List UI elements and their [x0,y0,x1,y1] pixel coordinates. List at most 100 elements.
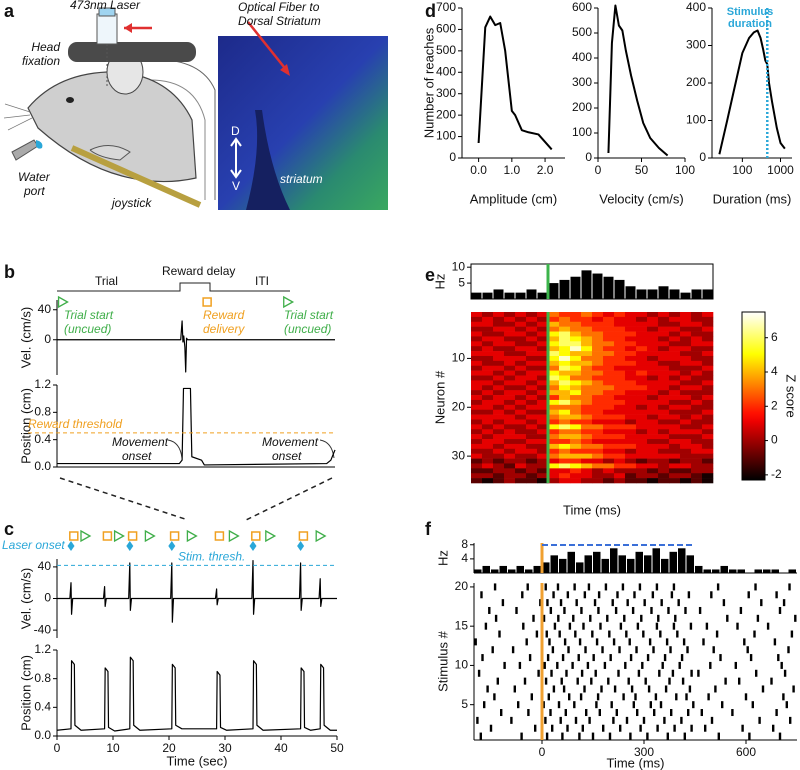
heat-cell [548,341,560,347]
spike [489,724,493,732]
heat-cell [669,326,681,332]
heat-cell [647,424,659,430]
heat-cell [680,351,692,357]
spike [560,677,563,685]
heat-cell [614,448,626,454]
heat-cell [537,448,549,454]
y-tick-label: 0 [44,591,51,605]
heat-cell [504,409,516,415]
heat-cell [603,443,615,450]
heat-cell [559,360,571,367]
spike [542,701,545,709]
heat-cell [526,375,538,381]
heat-cell [537,385,549,391]
spike [534,724,537,732]
heat-cell [669,409,681,415]
bar [661,558,669,573]
spike [578,732,581,740]
laser-label: 473nm Laser [70,0,141,12]
heat-cell [614,316,626,323]
spike [667,606,670,614]
heat-cell [636,321,648,327]
heat-cell [581,390,593,396]
spike [568,622,572,630]
heat-cell [471,439,483,445]
heat-cell [471,341,483,347]
heat-cell [603,390,615,396]
spike [659,701,663,709]
heat-cell [493,326,505,332]
spike [721,701,724,709]
spike [647,685,651,693]
spike [637,669,641,677]
period-brackets [57,282,290,292]
spike [672,583,676,591]
heat-cell [625,331,637,337]
heat-cell [603,478,615,484]
heat-cell [570,473,582,479]
heat-cell [526,346,538,352]
colorbar-label: Z score [784,374,799,417]
heat-cell [636,390,648,396]
heat-cell [570,380,582,386]
spike [689,622,693,630]
heat-cell [658,453,670,459]
heat-cell [702,404,714,411]
heat-cell [515,341,527,347]
heat-cell [515,312,527,318]
movement-onset-label: Movement [112,435,169,449]
heat-cell [669,365,681,371]
heat-cell [581,448,593,454]
heat-cell [658,429,670,435]
heat-cell [581,355,593,362]
heat-cell [581,458,593,464]
y-tick-label: 700 [436,0,456,14]
y-tick-label: 1.2 [34,377,51,391]
heat-cell [669,399,681,406]
heat-cell [559,375,571,381]
heat-cell [603,316,615,323]
spike [644,677,647,685]
heat-cell [515,453,527,459]
heat-cell [658,478,670,484]
heat-cell [680,316,692,323]
heat-cell [548,312,560,318]
heat-cell [526,424,538,430]
heat-cell [614,385,626,391]
y-tick-label: 0 [585,150,592,164]
spike [676,630,679,638]
spike [681,677,685,685]
trace [57,320,335,373]
heat-cell [471,424,483,430]
heat-cell [647,385,659,391]
heat-cell [471,409,483,415]
heat-cell [669,351,681,357]
heat-cell [559,429,571,435]
spike [585,709,588,717]
spike [532,614,535,622]
spike [760,599,763,607]
heat-cell [581,341,593,347]
heat-cell [680,312,692,318]
heat-cell [614,463,626,469]
heat-cell [515,360,527,367]
spike [548,638,551,646]
heat-cell [625,439,637,445]
heat-cell [548,331,560,337]
spike [542,614,546,622]
spike [549,606,553,614]
spike [595,701,598,709]
y-axis-label: Position (cm) [18,388,33,464]
heat-cell [603,360,615,367]
trace [57,387,336,466]
heat-cell [636,336,648,342]
heat-cell [647,434,659,440]
heat-cell [526,331,538,337]
heat-cell [647,351,659,357]
heat-cell [614,326,626,332]
spike [790,630,794,638]
bar [515,292,526,299]
y-tick-label: 300 [436,86,456,100]
heat-cell [625,346,637,352]
panel-label: a [4,1,15,21]
